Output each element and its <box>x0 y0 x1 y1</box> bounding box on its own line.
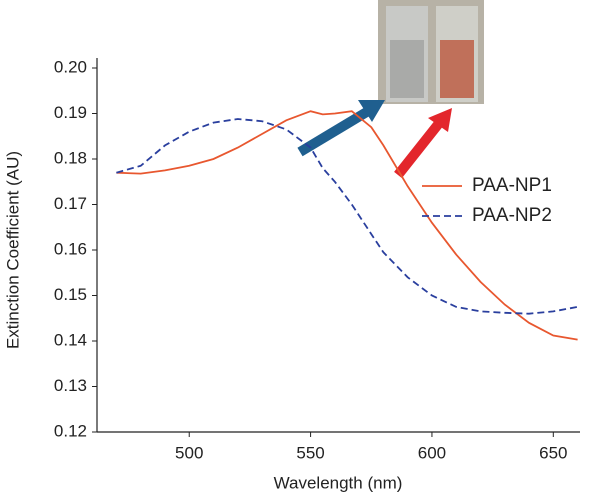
y-tick-label: 0.19 <box>54 103 87 122</box>
y-axis-label: Extinction Coefficient (AU) <box>3 151 22 349</box>
y-tick-label: 0.20 <box>54 57 87 76</box>
x-tick-label: 550 <box>296 443 324 462</box>
y-tick-label: 0.13 <box>54 376 87 395</box>
photo-inset <box>378 0 484 104</box>
y-tick-label: 0.16 <box>54 239 87 258</box>
x-axis-label: Wavelength (nm) <box>274 473 403 492</box>
x-tick-label: 600 <box>418 443 446 462</box>
y-tick-label: 0.17 <box>54 194 87 213</box>
arrow <box>297 100 452 179</box>
legend-label: PAA-NP2 <box>472 205 552 226</box>
legend-label: PAA-NP1 <box>472 175 552 196</box>
x-tick-label: 650 <box>539 443 567 462</box>
y-tick-label: 0.12 <box>54 421 87 440</box>
y-tick-label: 0.18 <box>54 148 87 167</box>
y-tick-label: 0.14 <box>54 330 87 349</box>
x-tick-label: 500 <box>175 443 203 462</box>
data-line <box>116 110 578 341</box>
y-tick-label: 0.15 <box>54 285 87 304</box>
